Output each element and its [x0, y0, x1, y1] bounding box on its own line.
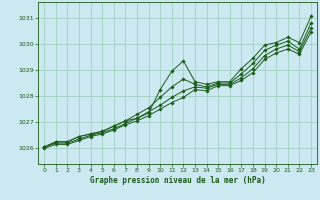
- X-axis label: Graphe pression niveau de la mer (hPa): Graphe pression niveau de la mer (hPa): [90, 176, 266, 185]
